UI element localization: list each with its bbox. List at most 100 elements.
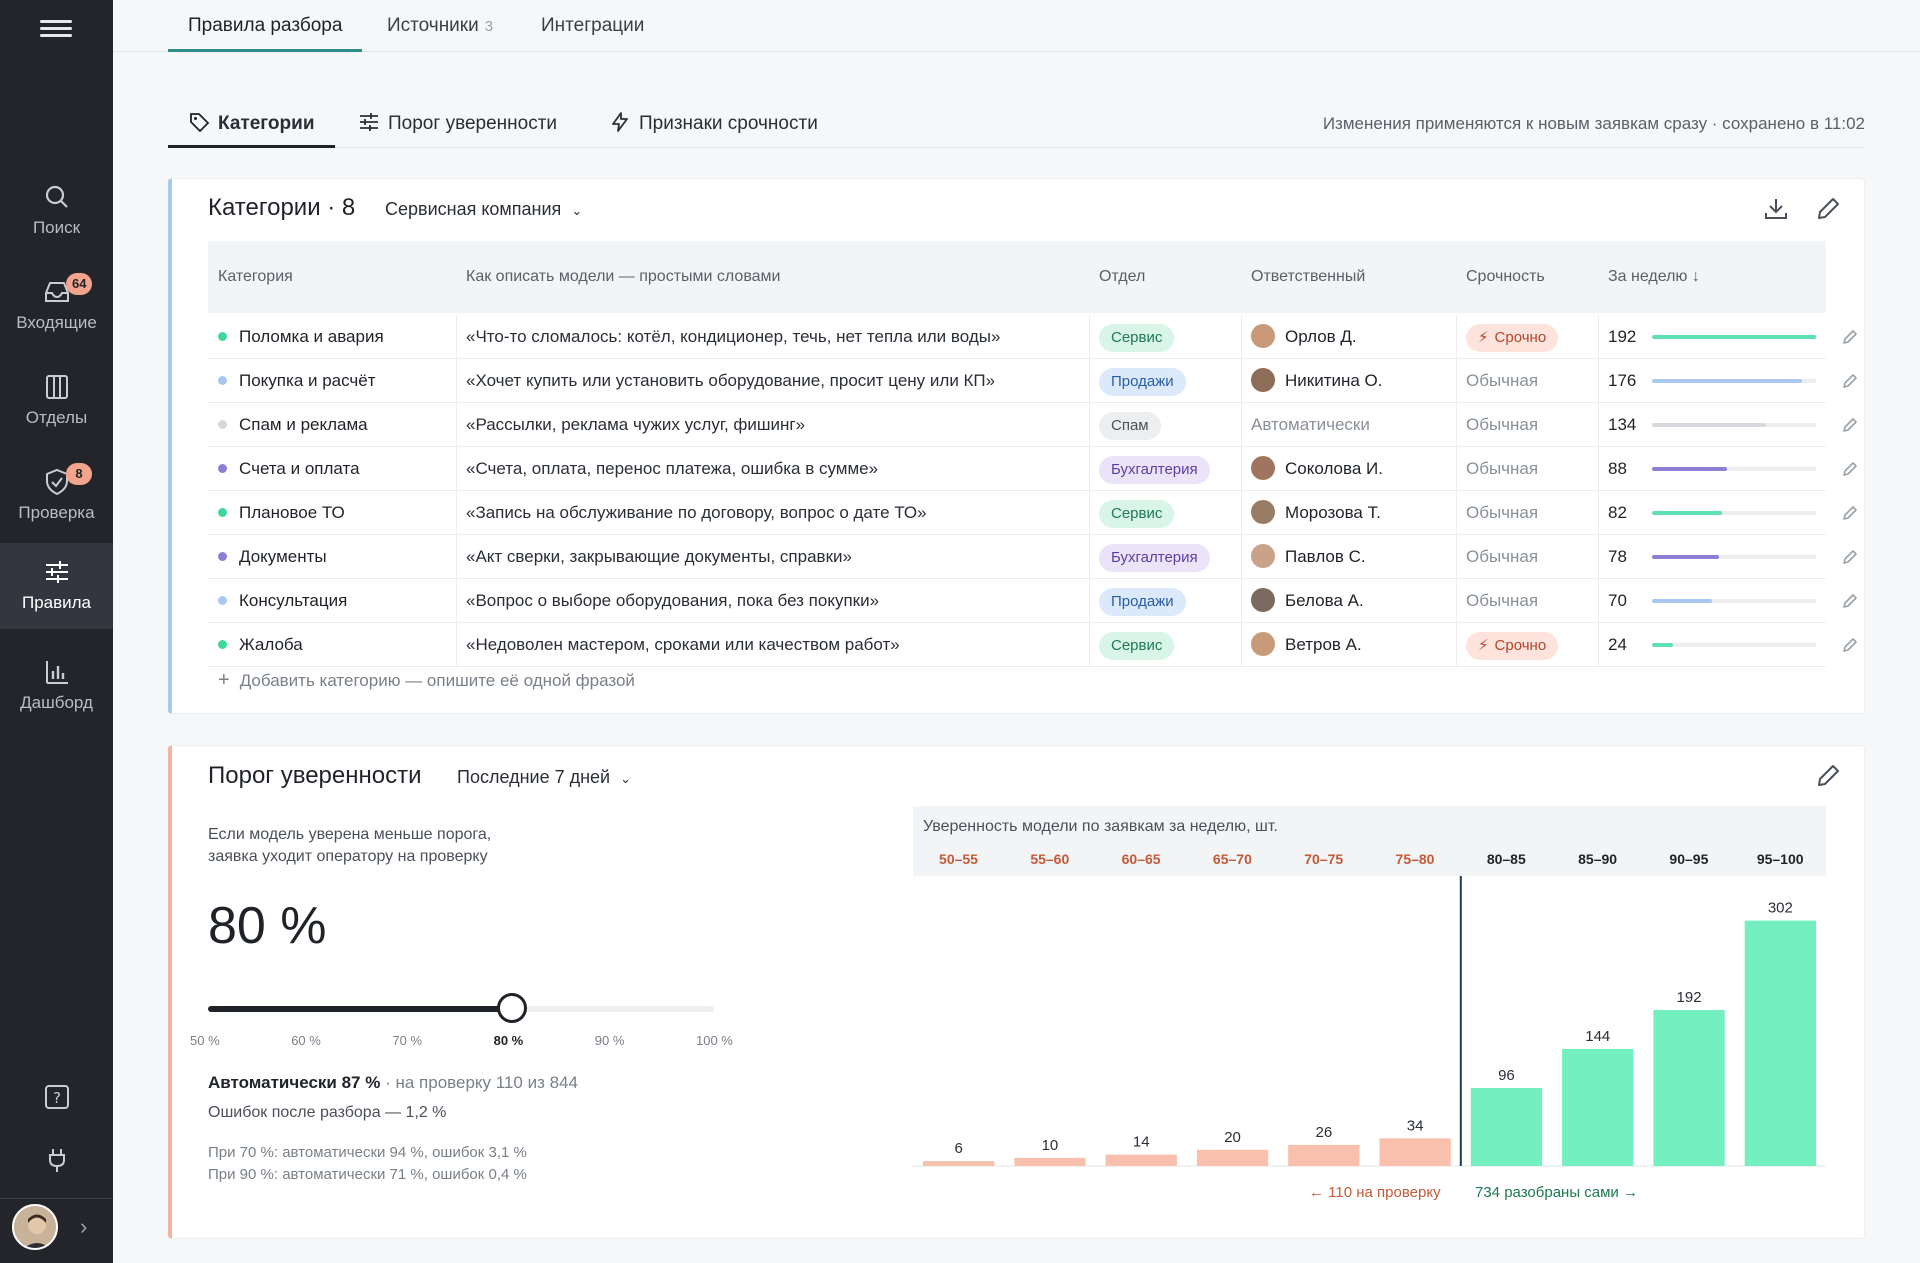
bar-50–55[interactable]	[923, 1161, 995, 1166]
table-row[interactable]: Жалоба «Недоволен мастером, сроками или к…	[208, 623, 1857, 667]
urgency-cell[interactable]: Обычная	[1466, 491, 1538, 535]
bar-60–65[interactable]	[1105, 1154, 1177, 1166]
user-avatar[interactable]	[12, 1204, 58, 1250]
edit-row-icon[interactable]	[1840, 415, 1860, 440]
owner-cell[interactable]: Соколова И.	[1251, 447, 1383, 491]
category-description[interactable]: «Счета, оплата, перенос платежа, ошибка …	[466, 459, 879, 478]
department-cell[interactable]: Продажи	[1099, 579, 1186, 623]
sidebar-item-dashboard[interactable]: Дашборд	[0, 643, 113, 729]
bar-80–85[interactable]	[1470, 1088, 1543, 1166]
urgency-cell[interactable]: Обычная	[1466, 403, 1538, 447]
add-category-label: Добавить категорию — опишите её одной фр…	[239, 671, 635, 690]
bar-value-label: 34	[1407, 1117, 1424, 1134]
sliders-icon	[45, 561, 68, 583]
sidebar-item-rules[interactable]: Правила	[0, 543, 113, 629]
column-header[interactable]: Категория	[218, 268, 293, 285]
column-header[interactable]: Срочность	[1466, 268, 1545, 285]
table-row[interactable]: Документы «Акт сверки, закрывающие докуме…	[208, 535, 1857, 579]
edit-row-icon[interactable]	[1840, 635, 1860, 660]
bar-55–60[interactable]	[1014, 1157, 1086, 1166]
tab-integrations[interactable]: Интеграции	[521, 0, 664, 52]
table-row[interactable]: Счета и оплата «Счета, оплата, перенос пл…	[208, 447, 1857, 491]
slider-handle[interactable]	[496, 993, 527, 1023]
sidebar-item-inbox[interactable]: 64 Входящие	[0, 263, 113, 349]
owner-cell[interactable]: Белова А.	[1251, 579, 1364, 623]
department-cell[interactable]: Сервис	[1099, 315, 1175, 359]
category-description[interactable]: «Что-то сломалось: котёл, кондиционер, т…	[466, 327, 1001, 346]
table-row[interactable]: Плановое ТО «Запись на обслуживание по до…	[208, 491, 1857, 535]
bar-90–95[interactable]	[1653, 1010, 1725, 1166]
add-category-button[interactable]: + Добавить категорию — опишите её одной ф…	[218, 669, 635, 692]
column-header-sort[interactable]: За неделю ↓	[1608, 268, 1700, 285]
department-cell[interactable]: Бухгалтерия	[1099, 447, 1210, 491]
column-header[interactable]: Отдел	[1099, 268, 1146, 285]
category-description[interactable]: «Вопрос о выборе оборудования, пока без …	[466, 591, 880, 610]
column-divider	[456, 359, 457, 403]
urgency-cell[interactable]: Обычная	[1466, 359, 1538, 403]
edit-icon[interactable]	[1812, 760, 1844, 792]
edit-row-icon[interactable]	[1840, 547, 1860, 572]
department-cell[interactable]: Сервис	[1099, 623, 1175, 667]
category-name: Покупка и расчёт	[239, 371, 376, 390]
bar-75–80[interactable]	[1379, 1138, 1451, 1166]
sidebar-item-search[interactable]: Поиск	[0, 168, 113, 254]
bar-85–90[interactable]	[1562, 1049, 1634, 1166]
edit-row-icon[interactable]	[1840, 503, 1860, 528]
owner-cell[interactable]: Орлов Д.	[1251, 315, 1357, 359]
download-icon[interactable]	[1760, 193, 1792, 225]
category-description[interactable]: «Недоволен мастером, сроками или качеств…	[466, 635, 900, 654]
subtab-label: Порог уверенности	[388, 113, 558, 134]
tab-sources[interactable]: Источники 3	[367, 0, 513, 52]
integrations-button[interactable]	[0, 1145, 113, 1180]
category-cell: Покупка и расчёт	[218, 359, 376, 403]
sidebar-item-departments[interactable]: Отделы	[0, 358, 113, 444]
tab-parsing-rules[interactable]: Правила разбора	[168, 0, 363, 52]
table-row[interactable]: Консультация «Вопрос о выборе оборудовани…	[208, 579, 1857, 623]
help-button[interactable]: ?	[0, 1082, 113, 1117]
urgency-cell[interactable]: ⚡︎ Срочно	[1466, 315, 1559, 359]
department-cell[interactable]: Сервис	[1099, 491, 1175, 535]
column-divider	[1598, 535, 1599, 579]
urgency-cell[interactable]: ⚡︎ Срочно	[1466, 623, 1559, 667]
bar-70–75[interactable]	[1288, 1144, 1360, 1166]
owner-cell[interactable]: Никитина О.	[1251, 359, 1383, 403]
column-divider	[1456, 315, 1457, 359]
category-description[interactable]: «Хочет купить или установить оборудовани…	[466, 371, 996, 390]
category-description[interactable]: «Акт сверки, закрывающие документы, спра…	[466, 547, 852, 566]
owner-cell[interactable]: Автоматически	[1251, 403, 1370, 447]
department-cell[interactable]: Спам	[1099, 403, 1161, 447]
edit-icon[interactable]	[1812, 193, 1844, 225]
menu-icon[interactable]	[40, 16, 72, 40]
table-row[interactable]: Покупка и расчёт «Хочет купить или устано…	[208, 359, 1857, 403]
category-description[interactable]: «Рассылки, реклама чужих услуг, фишинг»	[466, 415, 806, 434]
edit-row-icon[interactable]	[1840, 371, 1860, 396]
slider-tick-label: 50 %	[190, 1033, 220, 1048]
subtab-categories[interactable]: Категории	[168, 104, 335, 148]
column-header[interactable]: Как описать модели — простыми словами	[466, 268, 781, 285]
category-description[interactable]: «Запись на обслуживание по договору, воп…	[466, 503, 927, 522]
bar-65–70[interactable]	[1196, 1149, 1269, 1166]
expand-sidebar-icon[interactable]: ›	[80, 1214, 88, 1239]
subtab-urgency[interactable]: Признаки срочности	[609, 104, 818, 148]
edit-row-icon[interactable]	[1840, 591, 1860, 616]
period-select[interactable]: Последние 7 дней ⌄	[457, 767, 631, 788]
alt-line: При 70 %: автоматически 94 %, ошибок 3,1…	[208, 1144, 527, 1161]
bar-95–100[interactable]	[1744, 920, 1816, 1166]
urgency-cell[interactable]: Обычная	[1466, 447, 1538, 491]
urgency-cell[interactable]: Обычная	[1466, 579, 1538, 623]
table-row[interactable]: Спам и реклама «Рассылки, реклама чужих у…	[208, 403, 1857, 447]
department-cell[interactable]: Бухгалтерия	[1099, 535, 1210, 579]
company-select[interactable]: Сервисная компания ⌄	[385, 199, 582, 220]
urgency-cell[interactable]: Обычная	[1466, 535, 1538, 579]
owner-cell[interactable]: Морозова Т.	[1251, 491, 1381, 535]
owner-cell[interactable]: Ветров А.	[1251, 623, 1362, 667]
department-cell[interactable]: Продажи	[1099, 359, 1186, 403]
subtab-threshold[interactable]: Порог уверенности	[358, 104, 557, 148]
table-row[interactable]: Поломка и авария «Что-то сломалось: котёл…	[208, 315, 1857, 359]
edit-row-icon[interactable]	[1840, 327, 1860, 352]
sidebar-item-review[interactable]: 8 Проверка	[0, 453, 113, 539]
column-header[interactable]: Ответственный	[1251, 268, 1366, 285]
edit-row-icon[interactable]	[1840, 459, 1860, 484]
owner-cell[interactable]: Павлов С.	[1251, 535, 1366, 579]
threshold-slider[interactable]	[208, 993, 714, 1023]
